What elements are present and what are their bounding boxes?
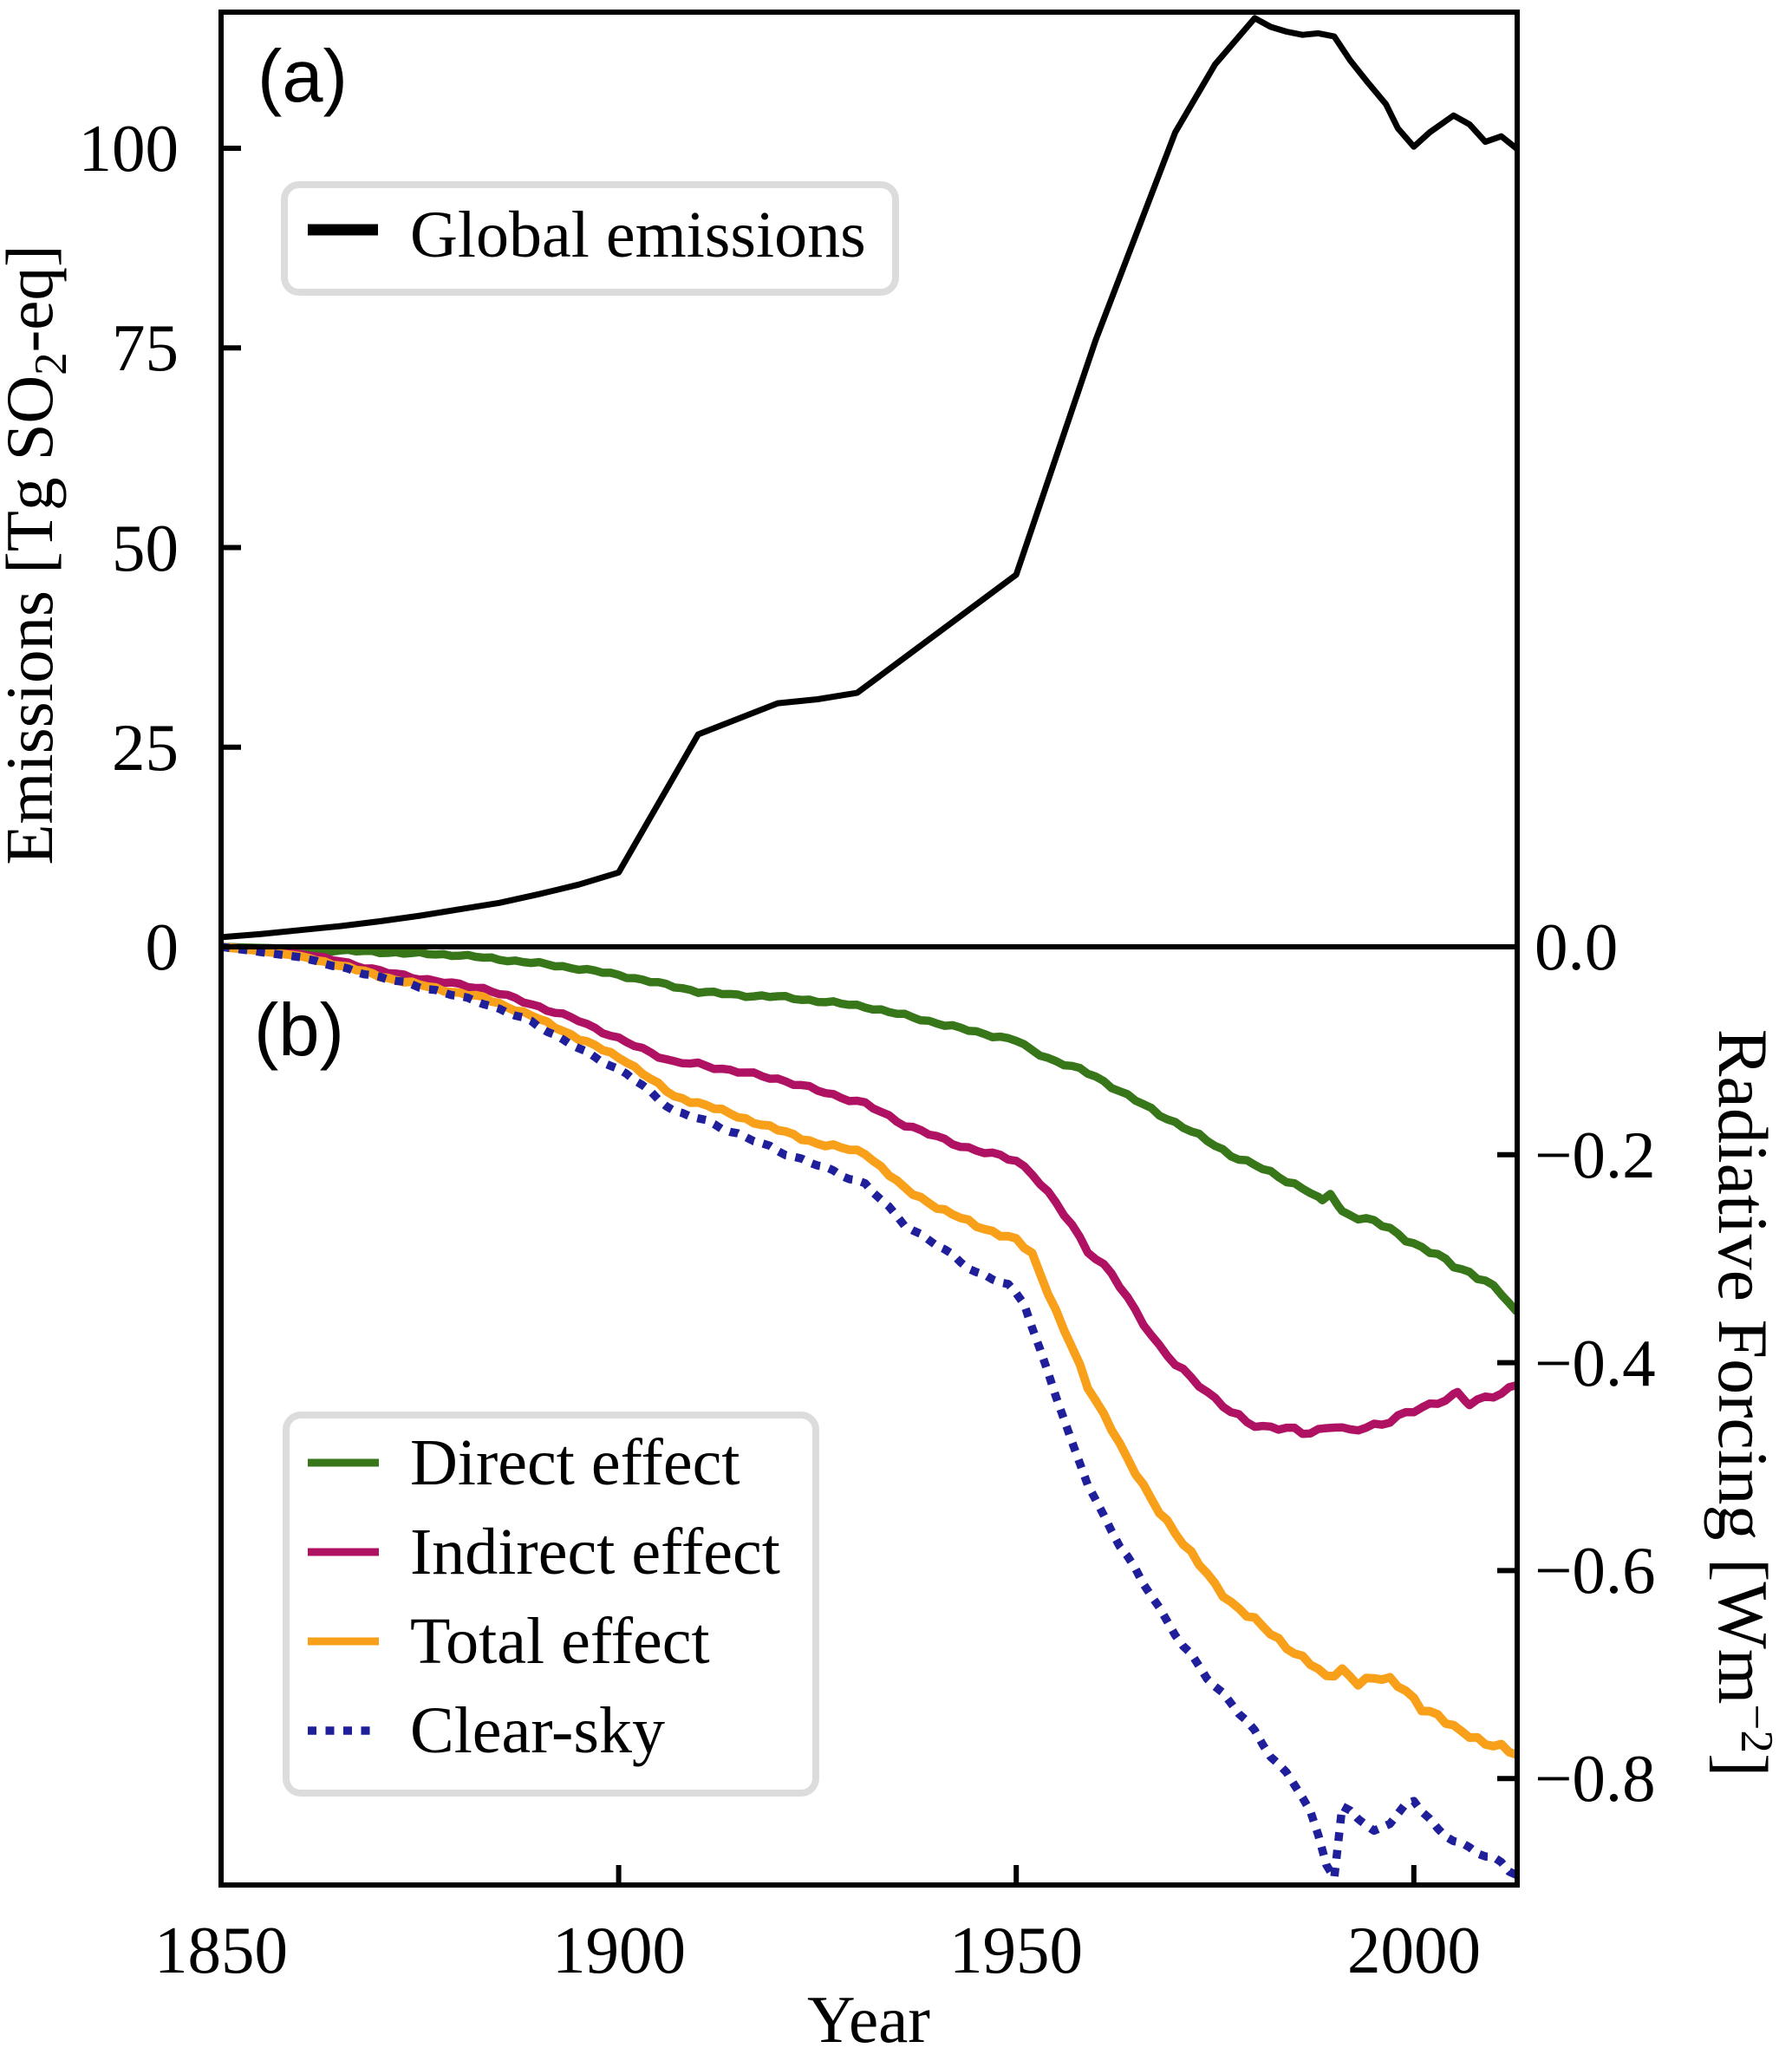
svg-text:(a): (a) <box>257 36 348 118</box>
svg-text:0.0: 0.0 <box>1535 910 1618 984</box>
svg-text:−0.6: −0.6 <box>1535 1533 1656 1608</box>
svg-text:2000: 2000 <box>1347 1913 1481 1987</box>
svg-text:100: 100 <box>79 111 179 186</box>
svg-text:1950: 1950 <box>949 1913 1083 1987</box>
svg-text:Indirect effect: Indirect effect <box>410 1516 780 1588</box>
svg-text:Year: Year <box>807 1982 930 2057</box>
svg-text:−0.8: −0.8 <box>1535 1741 1656 1816</box>
svg-text:1850: 1850 <box>154 1913 288 1987</box>
svg-text:−0.4: −0.4 <box>1535 1326 1656 1400</box>
svg-text:25: 25 <box>112 710 179 785</box>
svg-text:Total effect: Total effect <box>410 1605 710 1678</box>
svg-text:0: 0 <box>146 910 179 984</box>
svg-text:1900: 1900 <box>552 1913 686 1987</box>
svg-text:Radiative Forcing [Wm−2]: Radiative Forcing [Wm−2] <box>1704 1029 1782 1777</box>
svg-text:50: 50 <box>112 511 179 585</box>
svg-text:Emissions [Tg SO2-eq]: Emissions [Tg SO2-eq] <box>0 245 76 864</box>
svg-text:75: 75 <box>112 310 179 385</box>
svg-text:Clear-sky: Clear-sky <box>410 1694 665 1767</box>
svg-text:−0.2: −0.2 <box>1535 1118 1656 1192</box>
svg-text:Direct effect: Direct effect <box>410 1426 740 1499</box>
svg-text:Global emissions: Global emissions <box>410 199 866 271</box>
svg-text:(b): (b) <box>254 989 344 1072</box>
